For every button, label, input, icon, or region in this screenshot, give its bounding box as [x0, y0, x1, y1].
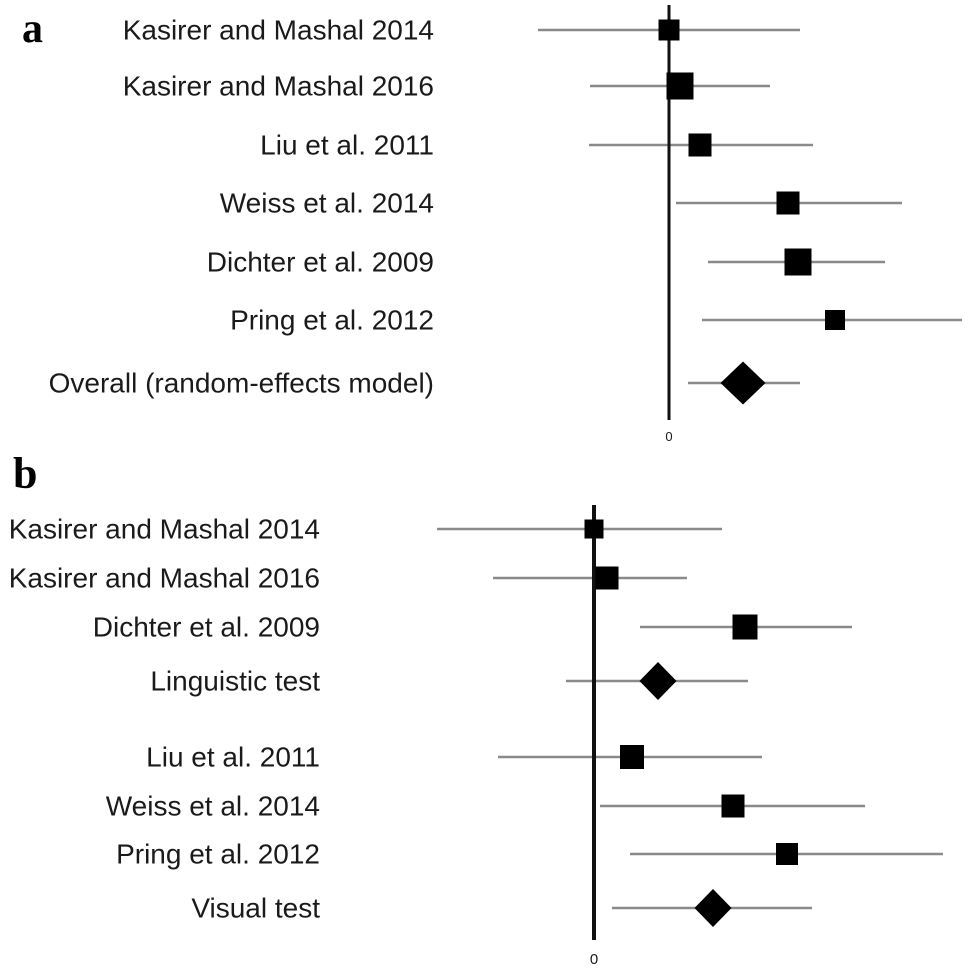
- effect-square: [721, 794, 745, 818]
- axis-zero-tick-label: 0: [590, 951, 598, 968]
- effect-square: [688, 133, 712, 157]
- study-label: Linguistic test: [150, 666, 320, 697]
- study-label: Kasirer and Mashal 2016: [123, 71, 434, 102]
- panel-a-letter: a: [22, 6, 43, 52]
- study-label: Visual test: [191, 893, 320, 924]
- effect-square: [784, 248, 812, 276]
- study-label: Weiss et al. 2014: [220, 188, 434, 219]
- panel-b-letter: b: [13, 449, 38, 498]
- effect-square: [666, 72, 694, 100]
- study-label: Overall (random-effects model): [49, 368, 434, 399]
- study-label: Pring et al. 2012: [230, 305, 434, 336]
- study-label: Pring et al. 2012: [116, 839, 320, 870]
- axis-zero-tick-label: 0: [665, 429, 672, 444]
- summary-diamond: [694, 889, 732, 927]
- study-label: Weiss et al. 2014: [106, 791, 320, 822]
- effect-square: [825, 310, 845, 330]
- effect-square: [620, 745, 644, 769]
- effect-square: [658, 19, 680, 41]
- study-label: Liu et al. 2011: [146, 742, 320, 773]
- study-label: Kasirer and Mashal 2014: [9, 514, 320, 545]
- effect-square: [776, 843, 798, 865]
- effect-square: [584, 519, 604, 539]
- effect-square: [776, 191, 800, 215]
- study-label: Liu et al. 2011: [260, 130, 434, 161]
- summary-diamond: [720, 361, 766, 405]
- study-label: Kasirer and Mashal 2014: [123, 15, 434, 46]
- study-label: Kasirer and Mashal 2016: [9, 563, 320, 594]
- effect-square: [732, 614, 758, 640]
- summary-diamond: [639, 662, 677, 700]
- study-label: Dichter et al. 2009: [93, 612, 320, 643]
- study-label: Dichter et al. 2009: [207, 247, 434, 278]
- effect-square: [595, 566, 619, 590]
